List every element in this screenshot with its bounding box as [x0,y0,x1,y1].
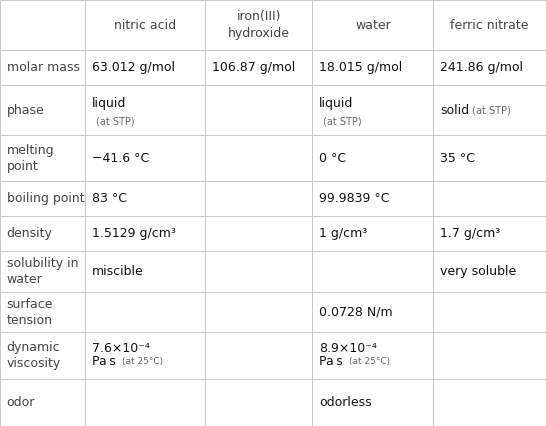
Text: (at STP): (at STP) [469,105,511,115]
Text: 18.015 g/mol: 18.015 g/mol [319,61,402,74]
Text: 1.7 g/cm³: 1.7 g/cm³ [440,227,500,240]
Text: nitric acid: nitric acid [114,19,176,32]
Text: iron(III)
hydroxide: iron(III) hydroxide [228,10,290,40]
Text: 8.9×10⁻⁴: 8.9×10⁻⁴ [319,342,377,355]
Text: dynamic
viscosity: dynamic viscosity [7,341,61,370]
Text: surface
tension: surface tension [7,297,53,327]
Text: Pa s: Pa s [92,355,116,368]
Text: (at STP): (at STP) [96,116,135,127]
Text: 106.87 g/mol: 106.87 g/mol [212,61,295,74]
Text: very soluble: very soluble [440,265,517,278]
Text: water: water [355,19,391,32]
Text: 35 °C: 35 °C [440,152,475,165]
Text: Pa s: Pa s [319,355,342,368]
Text: density: density [7,227,52,240]
Text: −41.6 °C: −41.6 °C [92,152,149,165]
Text: (at STP): (at STP) [323,116,362,127]
Text: 83 °C: 83 °C [92,193,127,205]
Text: liquid: liquid [319,97,353,110]
Text: (at 25°C): (at 25°C) [349,357,390,366]
Text: 1.5129 g/cm³: 1.5129 g/cm³ [92,227,176,240]
Text: phase: phase [7,104,44,117]
Text: 63.012 g/mol: 63.012 g/mol [92,61,175,74]
Text: odor: odor [7,396,35,409]
Text: ferric nitrate: ferric nitrate [450,19,529,32]
Text: 0 °C: 0 °C [319,152,346,165]
Text: molar mass: molar mass [7,61,80,74]
Text: boiling point: boiling point [7,193,84,205]
Text: (at 25°C): (at 25°C) [122,357,163,366]
Text: liquid: liquid [92,97,126,110]
Text: 0.0728 N/m: 0.0728 N/m [319,305,393,319]
Text: 241.86 g/mol: 241.86 g/mol [440,61,523,74]
Text: miscible: miscible [92,265,144,278]
Text: 1 g/cm³: 1 g/cm³ [319,227,367,240]
Text: 7.6×10⁻⁴: 7.6×10⁻⁴ [92,342,150,355]
Text: solid: solid [440,104,469,117]
Text: 99.9839 °C: 99.9839 °C [319,193,389,205]
Text: odorless: odorless [319,396,371,409]
Text: melting
point: melting point [7,144,54,173]
Text: solubility in
water: solubility in water [7,257,78,286]
